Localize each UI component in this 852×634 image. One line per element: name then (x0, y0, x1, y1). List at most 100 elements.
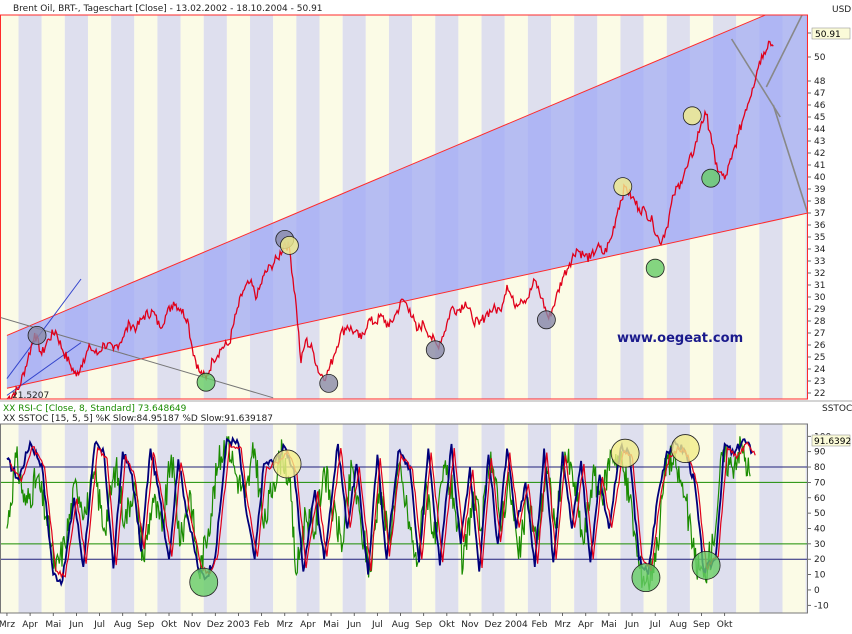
price-y-tick-label: 24 (814, 365, 826, 375)
x-tick-label: 2004 (505, 620, 528, 630)
last-value-label: 50.91 (815, 30, 841, 40)
osc-frame (0, 423, 808, 614)
x-tick-label: Apr (22, 620, 38, 630)
channel-line (6, 15, 767, 336)
price-series (6, 40, 774, 399)
month-band (736, 424, 760, 613)
month-band (41, 424, 65, 613)
oscillator-circles (189, 434, 721, 597)
helper-line (6, 278, 82, 379)
x-tick-label: Sep (693, 620, 710, 630)
osc-circle-yellow (272, 449, 302, 479)
x-tick-label: Okt (717, 620, 733, 630)
x-tick-label: Nov (461, 620, 479, 630)
x-tick-label: Okt (161, 620, 177, 630)
osc-y-tick-label: 80 (814, 463, 826, 473)
price-y-tick-label: 43 (814, 137, 825, 147)
osc-value-label: 91.6392 (814, 437, 851, 447)
osc-y-tick-label: 40 (814, 524, 826, 534)
stoch-d-line (9, 441, 756, 579)
x-tick-label: Mrz (0, 620, 15, 630)
osc-circle-yellow (610, 438, 640, 468)
price-y-tick-label: 41 (814, 161, 825, 171)
month-band (64, 15, 88, 399)
price-circle-yellow (613, 177, 633, 197)
price-y-tick-label: 34 (814, 245, 826, 255)
osc-y-tick-label: 60 (814, 494, 826, 504)
osc-y-tick-label: -10 (814, 601, 829, 611)
price-circle-green (701, 168, 721, 188)
osc-y-tick-label: 20 (814, 555, 826, 565)
month-band (481, 424, 505, 613)
month-band (551, 424, 575, 613)
price-y-tick-label: 36 (814, 221, 826, 231)
price-y-tick-label: 30 (814, 293, 826, 303)
helper-line (765, 15, 803, 88)
price-y-tick-label: 44 (814, 125, 826, 135)
x-tick-label: Mai (45, 620, 61, 630)
x-tick-label: Dez (485, 620, 502, 630)
price-y-tick-label: 40 (814, 173, 826, 183)
price-y-tick-label: 25 (814, 353, 825, 363)
osc-y-tick-label: 90 (814, 448, 826, 458)
price-y-tick-label: 42 (814, 149, 825, 159)
price-y-tick-label: 47 (814, 89, 825, 99)
price-y-tick-label: 22 (814, 389, 825, 399)
x-tick-label: Jul (371, 620, 383, 630)
price-y-tick-label: 26 (814, 341, 826, 351)
month-band (805, 424, 808, 613)
x-tick-label: Mrz (277, 620, 293, 630)
start-annotation: 21.5207 (12, 391, 49, 401)
osc-circle-green (631, 563, 661, 593)
price-circle-grey (27, 325, 47, 345)
price-circle-grey (536, 310, 556, 330)
osc-y-tick-label: 30 (814, 540, 826, 550)
price-y-tick-label: 45 (814, 113, 825, 123)
osc-y-tick-label: 70 (814, 478, 826, 488)
last-value-box (811, 27, 851, 40)
price-circle-grey (319, 373, 339, 393)
month-band (666, 424, 690, 613)
x-tick-label: Jun (346, 620, 361, 630)
month-band (597, 424, 621, 613)
price-y-tick-label: 35 (814, 233, 825, 243)
rsi-legend: XX RSI-C [Close, 8, Standard] 73.648649 (3, 404, 187, 414)
month-band (273, 15, 297, 399)
price-circles (27, 106, 721, 393)
month-band (0, 424, 19, 613)
price-circle-yellow (682, 106, 702, 126)
x-tick-label: Sep (137, 620, 154, 630)
price-y-tick-label: 39 (814, 185, 826, 195)
month-band (18, 15, 42, 399)
price-frame (0, 14, 808, 400)
price-y-tick-label: 27 (814, 329, 825, 339)
price-watermark: www.oegeat.com (617, 331, 743, 346)
panel-frames (0, 14, 852, 614)
price-title: Brent Oil, BRT-, Tageschart [Close] - 13… (13, 4, 323, 14)
osc-unit: SSTOC (822, 404, 852, 414)
x-tick-label: Mai (601, 620, 617, 630)
x-tick-label: Feb (254, 620, 270, 630)
helper-line (0, 316, 274, 399)
axes: 22 23 24 25 26 27 28 29 30 31 32 33 34 35 36 37 38 39 40 41… (0, 29, 831, 630)
price-y-tick-label: 48 (814, 77, 826, 87)
month-band (226, 424, 251, 613)
month-band (759, 424, 783, 613)
x-tick-label: Sep (415, 620, 432, 630)
x-tick-label: Aug (114, 620, 132, 630)
price-unit: USD (832, 5, 851, 15)
month-band (782, 424, 806, 613)
price-y-tick-label: 37 (814, 209, 825, 219)
x-tick-label: Mrz (554, 620, 570, 630)
x-tick-label: 2003 (227, 620, 250, 630)
x-tick-label: Feb (531, 620, 547, 630)
month-band (41, 15, 65, 399)
osc-circle-green (691, 550, 721, 580)
helper-line (772, 104, 808, 215)
price-y-tick-label: 31 (814, 281, 825, 291)
month-band (388, 424, 413, 613)
x-tick-label: Apr (300, 620, 316, 630)
x-tick-label: Okt (439, 620, 455, 630)
osc-circle-yellow (670, 434, 700, 463)
